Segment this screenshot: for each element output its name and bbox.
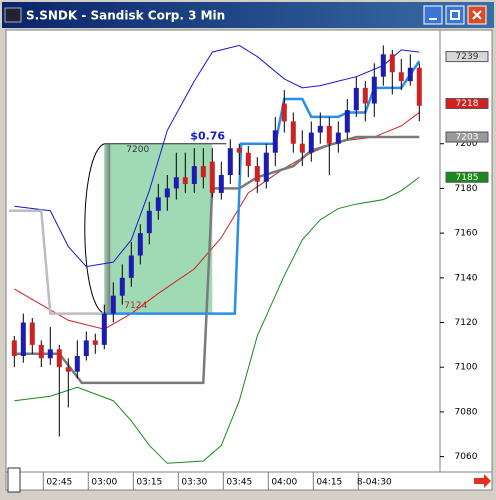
app-icon — [4, 7, 22, 23]
price-marker-label: 7203 — [456, 133, 479, 143]
y-tick-label: 7060 — [455, 452, 478, 462]
x-tick-label: 03:15 — [136, 478, 162, 488]
y-tick-label: 7140 — [455, 273, 478, 283]
candle-body — [101, 313, 107, 345]
candle-body — [92, 340, 98, 345]
indicator-line — [14, 44, 420, 268]
y-tick-label: 7160 — [455, 229, 478, 239]
candle-body — [137, 233, 143, 256]
plot-area — [5, 29, 493, 473]
zone-label: $0.76 — [190, 130, 225, 143]
button-glyphs — [429, 10, 482, 20]
candle-body — [326, 125, 332, 144]
candle-body — [29, 322, 35, 345]
indicator-line — [14, 176, 420, 464]
title-bar — [2, 2, 494, 28]
candle-body — [272, 130, 278, 153]
candle-body — [263, 152, 269, 182]
x-tick-label: 02:45 — [46, 478, 72, 488]
price-marker — [445, 171, 489, 183]
candle-body — [146, 210, 152, 234]
x-tick-label: 03:30 — [181, 478, 207, 488]
y-tick-label: 7100 — [455, 363, 478, 373]
x-tick-label: 04:15 — [316, 478, 342, 488]
price-marker-label: 7185 — [456, 173, 479, 183]
indicator-line — [8, 209, 105, 315]
candle-body — [155, 197, 161, 211]
scroll-box[interactable] — [7, 467, 21, 493]
candle-body — [407, 67, 413, 82]
zone-arc — [84, 143, 105, 315]
candle-body — [245, 152, 251, 167]
window-title: S.SNDK - Sandisk Corp. 3 Min — [26, 9, 225, 23]
y-tick-label: 7080 — [455, 407, 478, 417]
price-marker-label: 7239 — [456, 52, 479, 62]
candle-body — [317, 125, 323, 133]
price-marker — [445, 131, 489, 143]
candle-body — [83, 340, 89, 357]
candle-body — [362, 87, 368, 104]
price-marker — [445, 98, 489, 110]
candle-body — [191, 166, 197, 184]
candle-body — [47, 349, 53, 359]
candle-body — [164, 188, 170, 198]
minimize-button[interactable] — [423, 5, 443, 25]
candle-body — [119, 277, 125, 296]
candle-body — [182, 177, 188, 184]
candle-body — [371, 76, 377, 104]
candle-body — [65, 367, 71, 372]
candle-body — [74, 356, 80, 372]
x-tick-label: 03:00 — [91, 478, 117, 488]
candle-body — [389, 54, 395, 73]
time-axis — [5, 471, 493, 491]
candle-body — [200, 166, 206, 178]
candle-body — [236, 148, 242, 153]
x-tick-label: 8-04:30 — [357, 478, 392, 488]
candle-body — [290, 121, 296, 144]
candle-body — [11, 340, 17, 357]
candle-body — [353, 87, 359, 111]
window-buttons[interactable] — [423, 5, 487, 25]
zone-shade — [104, 143, 111, 314]
plot: 7060 7080 7100 7120 7140 7160 7180 7200 02:45 03:… — [8, 44, 489, 490]
candle-body — [299, 143, 305, 153]
candle-body — [110, 295, 116, 314]
candle-body — [209, 161, 215, 193]
candle-body — [38, 344, 44, 359]
candle-body — [380, 54, 386, 77]
scroll-arrow[interactable] — [474, 474, 491, 488]
candle-body — [335, 132, 341, 144]
y-tick-label: 7180 — [455, 184, 478, 194]
candle-body — [56, 349, 62, 368]
candle-body — [20, 322, 26, 357]
candle-body — [344, 110, 350, 133]
y-tick-label: 7120 — [455, 318, 478, 328]
zone-high-label: 7200 — [126, 145, 149, 155]
candle-body — [398, 72, 404, 82]
x-tick-label: 03:45 — [226, 478, 252, 488]
candle-body — [281, 103, 287, 122]
candle-body — [128, 255, 134, 278]
price-marker — [445, 51, 489, 63]
zone-low-label: 7124 — [124, 301, 147, 311]
candle-body — [173, 177, 179, 189]
x-tick-label: 04:00 — [271, 478, 297, 488]
y-tick-label: 7200 — [455, 139, 478, 149]
candle-body — [416, 67, 422, 106]
price-marker-label: 7218 — [456, 99, 479, 109]
indicator-line — [14, 112, 420, 330]
candle-body — [254, 166, 260, 182]
candle-body — [308, 132, 314, 153]
candle-body — [227, 148, 233, 176]
candle-body — [218, 175, 224, 193]
maximize-button[interactable] — [445, 5, 465, 25]
